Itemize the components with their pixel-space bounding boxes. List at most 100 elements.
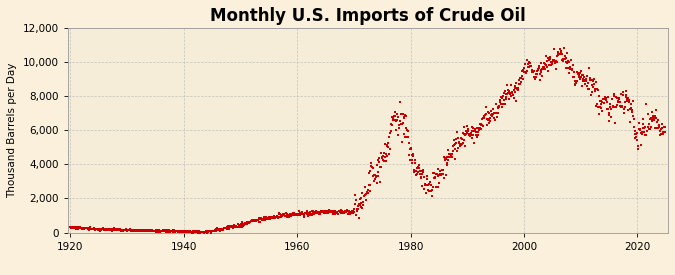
Point [423,188,434,193]
Point [443,158,454,162]
Point [493,111,504,115]
Point [322,209,333,213]
Point [76,226,87,231]
Point [333,212,344,216]
Point [273,215,284,219]
Point [88,227,99,232]
Point [126,229,137,233]
Point [143,228,154,232]
Point [327,210,338,215]
Point [485,116,496,120]
Point [415,168,426,173]
Point [627,108,638,113]
Point [385,147,396,151]
Point [488,110,499,115]
Point [423,188,433,192]
Point [398,131,409,136]
Point [284,213,295,217]
Point [406,158,417,162]
Point [196,230,207,235]
Point [175,229,186,234]
Point [242,220,252,224]
Point [281,214,292,218]
Point [547,62,558,67]
Point [397,140,408,144]
Point [388,113,399,118]
Point [352,207,362,211]
Point [184,229,195,233]
Point [99,227,110,232]
Point [396,122,407,126]
Point [250,218,261,222]
Point [564,71,574,76]
Point [497,102,508,106]
Point [330,209,341,213]
Point [656,126,667,131]
Point [377,155,387,160]
Point [581,79,592,83]
Point [364,183,375,188]
Point [188,229,198,234]
Point [472,134,483,139]
Point [265,216,276,220]
Point [300,210,310,215]
Point [561,66,572,70]
Point [84,225,95,229]
Point [471,126,482,130]
Point [438,172,449,177]
Point [381,144,392,148]
Point [107,228,118,232]
Point [368,174,379,178]
Point [636,131,647,135]
Point [70,226,80,230]
Point [261,216,272,220]
Point [86,227,97,231]
Point [238,223,249,228]
Point [523,65,534,70]
Point [600,96,611,100]
Point [235,223,246,228]
Point [269,215,279,219]
Point [279,213,290,218]
Point [613,100,624,104]
Point [619,106,630,111]
Point [443,152,454,156]
Point [614,96,625,101]
Point [305,212,316,217]
Point [189,230,200,234]
Point [605,105,616,109]
Point [335,209,346,214]
Point [359,192,370,197]
Point [286,212,296,216]
Point [543,56,554,60]
Point [161,229,171,233]
Point [202,230,213,235]
Point [499,98,510,103]
Point [563,59,574,64]
Point [414,172,425,176]
Point [197,230,208,235]
Point [402,128,412,133]
Point [314,212,325,217]
Point [122,229,132,233]
Point [573,73,584,78]
Point [566,58,576,62]
Point [579,79,590,83]
Point [211,226,222,231]
Point [236,222,246,227]
Point [422,183,433,188]
Point [550,67,561,71]
Point [436,172,447,176]
Point [462,123,472,128]
Point [500,97,511,101]
Point [383,151,394,156]
Point [470,126,481,131]
Point [626,109,637,114]
Point [576,84,587,88]
Point [323,209,334,214]
Point [630,128,641,133]
Point [151,229,161,234]
Point [381,142,392,147]
Point [350,213,361,217]
Point [495,95,506,100]
